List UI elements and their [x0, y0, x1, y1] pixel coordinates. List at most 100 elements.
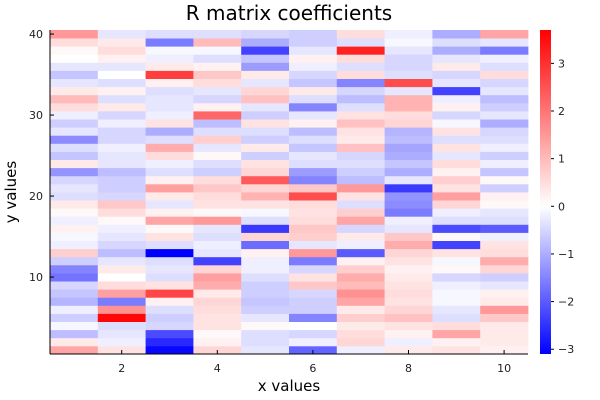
heatmap-cell	[432, 175, 481, 185]
heatmap-cell	[384, 232, 433, 241]
heatmap-cell	[50, 337, 99, 347]
heatmap-cell	[50, 70, 99, 79]
heatmap-cell	[145, 329, 194, 339]
chart-title: R matrix coefficients	[186, 1, 392, 25]
heatmap-cell	[50, 111, 99, 120]
heatmap-cell	[384, 248, 433, 258]
heatmap-cell	[480, 102, 529, 112]
heatmap-cell	[50, 175, 99, 185]
x-tick-label: 4	[214, 362, 221, 375]
heatmap-cell	[50, 305, 99, 314]
heatmap-cell	[145, 248, 194, 258]
heatmap-cell	[241, 159, 290, 169]
heatmap-cell	[289, 297, 338, 306]
heatmap-cell	[336, 183, 385, 193]
heatmap-cell	[480, 183, 529, 193]
heatmap-cell	[289, 240, 338, 250]
heatmap-cell	[50, 345, 99, 355]
heatmap-cell	[97, 119, 146, 128]
y-tick-label: 30	[29, 109, 43, 122]
heatmap-cell	[336, 151, 385, 160]
heatmap-cell	[384, 159, 433, 169]
heatmap-cell	[241, 143, 290, 152]
heatmap-cell	[432, 321, 481, 331]
heatmap-cell	[480, 256, 529, 266]
heatmap-cell	[193, 127, 242, 136]
heatmap-cell	[384, 167, 433, 177]
heatmap-cell	[432, 135, 481, 144]
heatmap-cell	[193, 200, 242, 209]
heatmap-cell	[145, 119, 194, 128]
heatmap-cell	[480, 240, 529, 250]
heatmap-cell	[50, 216, 99, 225]
heatmap-cell	[50, 143, 99, 152]
heatmap-cell	[336, 337, 385, 347]
heatmap-cell	[289, 175, 338, 185]
heatmap-cell	[480, 70, 529, 79]
heatmap-cell	[50, 256, 99, 266]
heatmap-cell	[384, 321, 433, 331]
heatmap-cell	[241, 264, 290, 274]
heatmap-cell	[432, 54, 481, 63]
heatmap-cell	[97, 175, 146, 185]
heatmap-cell	[432, 70, 481, 79]
heatmap-cell	[432, 248, 481, 258]
heatmap-cell	[480, 86, 529, 96]
heatmap-cell	[241, 208, 290, 217]
colorbar-tick-label: 0	[558, 200, 565, 213]
heatmap-cell	[50, 281, 99, 290]
heatmap-cell	[289, 127, 338, 136]
heatmap-cell	[241, 54, 290, 63]
heatmap-cell	[241, 102, 290, 112]
heatmap-cell	[480, 62, 529, 71]
heatmap-cell	[384, 240, 433, 250]
heatmap-cell	[97, 46, 146, 55]
heatmap-cell	[97, 313, 146, 322]
heatmap-cell	[289, 46, 338, 55]
heatmap-cell	[193, 337, 242, 347]
colorbar-tick-label: −2	[558, 296, 574, 309]
heatmap-cell	[336, 86, 385, 96]
heatmap-cell	[50, 127, 99, 136]
heatmap-cell	[480, 151, 529, 160]
heatmap-cell	[336, 175, 385, 185]
heatmap-cell	[432, 94, 481, 104]
heatmap-cell	[97, 86, 146, 96]
heatmap-cell	[241, 313, 290, 322]
heatmap-cell	[336, 216, 385, 225]
heatmap-cell	[432, 208, 481, 217]
heatmap-cell	[241, 135, 290, 144]
heatmap-cell	[384, 70, 433, 79]
heatmap-cell	[50, 248, 99, 258]
heatmap-cell	[97, 30, 146, 39]
heatmap-cell	[145, 111, 194, 120]
heatmap-cell	[97, 143, 146, 152]
heatmap-cell	[432, 62, 481, 71]
heatmap-cell	[145, 273, 194, 282]
heatmap-cell	[97, 281, 146, 290]
heatmap-cell	[336, 54, 385, 63]
heatmap-cell	[241, 289, 290, 298]
heatmap-cell	[193, 102, 242, 112]
heatmap-cell	[384, 86, 433, 96]
heatmap-cell	[145, 192, 194, 201]
heatmap-cell	[97, 62, 146, 71]
heatmap-cell	[241, 345, 290, 355]
heatmap-cell	[289, 289, 338, 298]
heatmap-cell	[336, 38, 385, 47]
heatmap-cell	[97, 192, 146, 201]
heatmap-cell	[145, 143, 194, 152]
heatmap-cell	[432, 127, 481, 136]
colorbar	[540, 30, 551, 354]
heatmap-cell	[432, 281, 481, 290]
heatmap-cell	[193, 208, 242, 217]
heatmap-cell	[384, 305, 433, 314]
heatmap-cell	[336, 70, 385, 79]
heatmap-cell	[145, 135, 194, 144]
heatmap-cell	[384, 151, 433, 160]
heatmap-cell	[193, 289, 242, 298]
heatmap-cell	[97, 337, 146, 347]
heatmap-cell	[384, 30, 433, 39]
heatmap-cell	[289, 111, 338, 120]
